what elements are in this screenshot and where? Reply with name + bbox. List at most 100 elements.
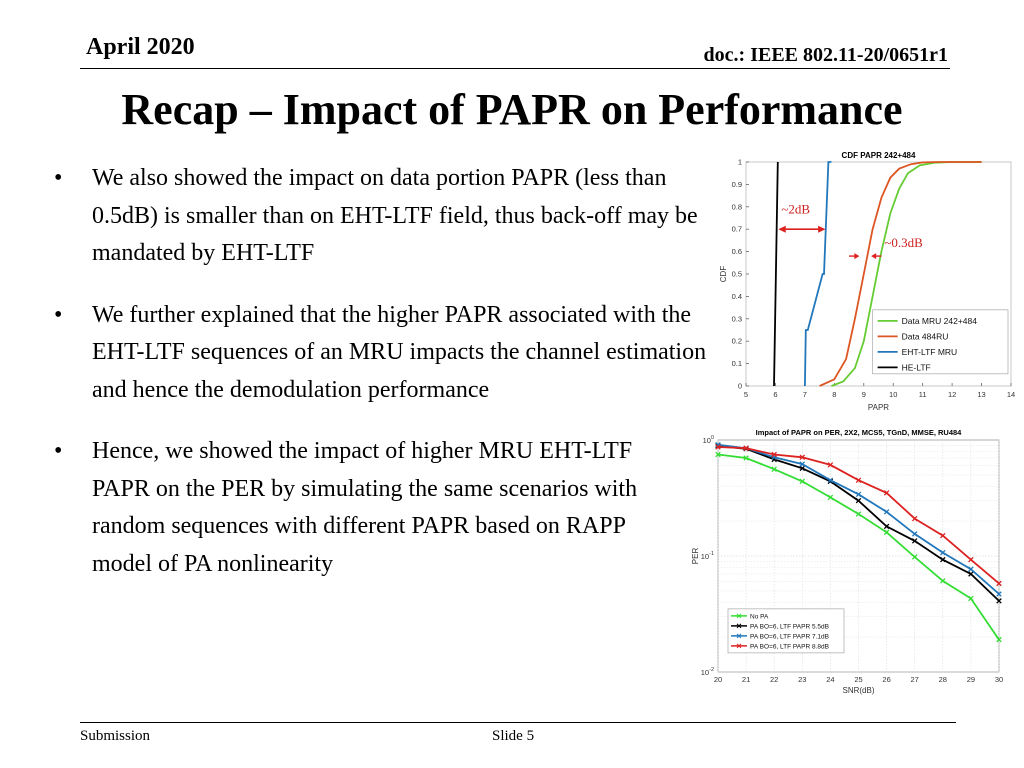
data-point-marker	[855, 497, 862, 504]
legend-marker	[736, 623, 742, 629]
x-tick-label: 27	[911, 675, 919, 684]
arrowhead-left	[778, 225, 786, 233]
x-tick-label: 25	[854, 675, 862, 684]
y-tick-label: 10-2	[701, 667, 714, 677]
data-point-marker	[968, 595, 974, 602]
data-point-marker	[968, 571, 974, 577]
series-line	[819, 161, 982, 387]
y-tick-label: 0.8	[732, 202, 742, 211]
y-tick-label: 0.9	[732, 180, 742, 189]
y-tick-label: 0.7	[732, 225, 742, 234]
legend-label: PA BO=6, LTF PAPR 8.8dB	[750, 643, 829, 650]
legend-box	[727, 608, 845, 654]
data-point-marker	[883, 509, 890, 515]
legend-label: Data MRU 242+484	[902, 316, 978, 326]
data-point-marker	[968, 566, 974, 572]
data-point-marker	[799, 478, 806, 485]
x-tick-label: 11	[919, 390, 927, 399]
x-tick-label: 24	[826, 675, 834, 684]
x-tick-label: 7	[803, 390, 807, 399]
data-point-marker	[799, 454, 806, 461]
legend-marker	[736, 613, 742, 619]
data-point-marker	[827, 494, 834, 501]
legend-marker	[736, 643, 742, 649]
data-point-marker	[883, 523, 890, 530]
data-point-marker	[771, 451, 777, 458]
y-tick-label: 0.1	[732, 359, 742, 368]
series-line	[773, 161, 779, 387]
bullet-item: • Hence, we showed the impact of higher …	[52, 433, 682, 583]
data-point-marker	[911, 531, 918, 537]
arrowhead	[871, 253, 877, 260]
x-tick-label: 13	[977, 390, 985, 399]
y-axis-label: PER	[691, 548, 700, 565]
x-tick-label: 22	[770, 675, 778, 684]
x-tick-label: 10	[889, 390, 897, 399]
cdf-papr-chart: CDF PAPR 242+484 5 6 7 8 9 10 11 12 13 14 0 0.1 0.2 0.…	[716, 148, 1016, 418]
bullet-glyph: •	[54, 438, 63, 464]
data-point-marker	[827, 462, 834, 468]
data-point-marker	[799, 465, 806, 472]
data-point-marker	[771, 466, 777, 472]
x-axis-label: SNR(dB)	[842, 686, 874, 695]
y-tick-label: 0	[738, 382, 742, 391]
series-line	[804, 161, 832, 387]
annotation-0-3db: ~0.3dB	[884, 235, 923, 250]
x-tick-label: 30	[995, 675, 1003, 684]
bullet-list: • We also showed the impact on data port…	[52, 160, 712, 607]
data-point-marker	[911, 554, 918, 560]
data-point-marker	[743, 455, 749, 461]
footer-submission: Submission	[80, 728, 151, 744]
data-point-marker	[883, 529, 890, 536]
header-doc-id: doc.: IEEE 802.11-20/0651r1	[703, 44, 948, 66]
y-tick-label: 0.6	[732, 247, 742, 256]
data-point-marker	[940, 532, 946, 539]
arrowhead-right	[818, 225, 826, 233]
data-point-marker	[715, 444, 721, 450]
y-tick-label: 100	[703, 435, 714, 445]
legend-label: PA BO=6, LTF PAPR 7.1dB	[750, 633, 829, 640]
bullet-glyph: •	[54, 165, 63, 191]
chart-title: CDF PAPR 242+484	[842, 151, 916, 160]
y-tick-label: 0.5	[732, 270, 742, 279]
legend-label: EHT-LTF MRU	[902, 347, 958, 357]
data-point-marker	[855, 477, 862, 483]
bullet-text: Hence, we showed the impact of higher MR…	[92, 438, 638, 577]
bullet-text: We also showed the impact on data portio…	[92, 165, 698, 266]
data-point-marker	[827, 477, 834, 483]
x-tick-label: 26	[882, 675, 890, 684]
header-date: April 2020	[86, 34, 195, 60]
data-point-marker	[911, 515, 918, 522]
y-tick-label: 0.2	[732, 337, 742, 346]
legend-label: No PA	[750, 613, 769, 620]
y-axis-label: CDF	[719, 266, 728, 283]
x-tick-label: 20	[714, 675, 722, 684]
footer-slide-number: Slide 5	[492, 728, 535, 744]
chart-title: Impact of PAPR on PER, 2X2, MCS5, TGnD, …	[756, 428, 963, 437]
data-point-marker	[996, 636, 1002, 643]
annotation-2db: ~2dB	[781, 202, 810, 217]
data-point-marker	[940, 556, 946, 563]
y-tick-exponent: -1	[709, 551, 714, 557]
data-point-marker	[940, 549, 946, 556]
bullet-glyph: •	[54, 301, 63, 328]
data-point-marker	[855, 511, 862, 517]
legend-label: PA BO=6, LTF PAPR 5.5dB	[750, 623, 829, 630]
data-point-marker	[968, 556, 974, 563]
data-point-marker	[940, 578, 946, 584]
x-tick-label: 12	[948, 390, 956, 399]
per-chart: Impact of PAPR on PER, 2X2, MCS5, TGnD, …	[690, 424, 1010, 704]
data-point-marker	[855, 491, 862, 498]
data-point-marker	[715, 451, 721, 458]
legend-marker	[736, 633, 742, 639]
x-tick-label: 6	[773, 390, 777, 399]
x-tick-label: 9	[862, 390, 866, 399]
y-tick-exponent: 0	[711, 435, 714, 441]
data-point-marker	[911, 538, 918, 544]
x-tick-label: 23	[798, 675, 806, 684]
data-point-marker	[883, 490, 890, 496]
data-point-marker	[996, 598, 1002, 604]
x-tick-label: 14	[1007, 390, 1015, 399]
data-point-marker	[799, 461, 806, 467]
x-tick-label: 21	[742, 675, 750, 684]
